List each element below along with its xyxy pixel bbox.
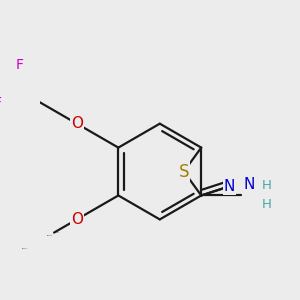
Text: H: H: [262, 198, 272, 211]
Text: O: O: [71, 116, 83, 131]
Text: H: H: [262, 179, 272, 192]
Text: F: F: [15, 58, 23, 72]
Text: N: N: [243, 177, 255, 192]
Text: S: S: [178, 163, 189, 181]
Text: O: O: [71, 212, 83, 227]
Text: methoxy: methoxy: [22, 248, 28, 249]
Text: methoxy: methoxy: [54, 231, 60, 232]
Text: N: N: [224, 179, 235, 194]
Text: methoxy: methoxy: [47, 234, 53, 236]
Text: F: F: [0, 96, 1, 110]
